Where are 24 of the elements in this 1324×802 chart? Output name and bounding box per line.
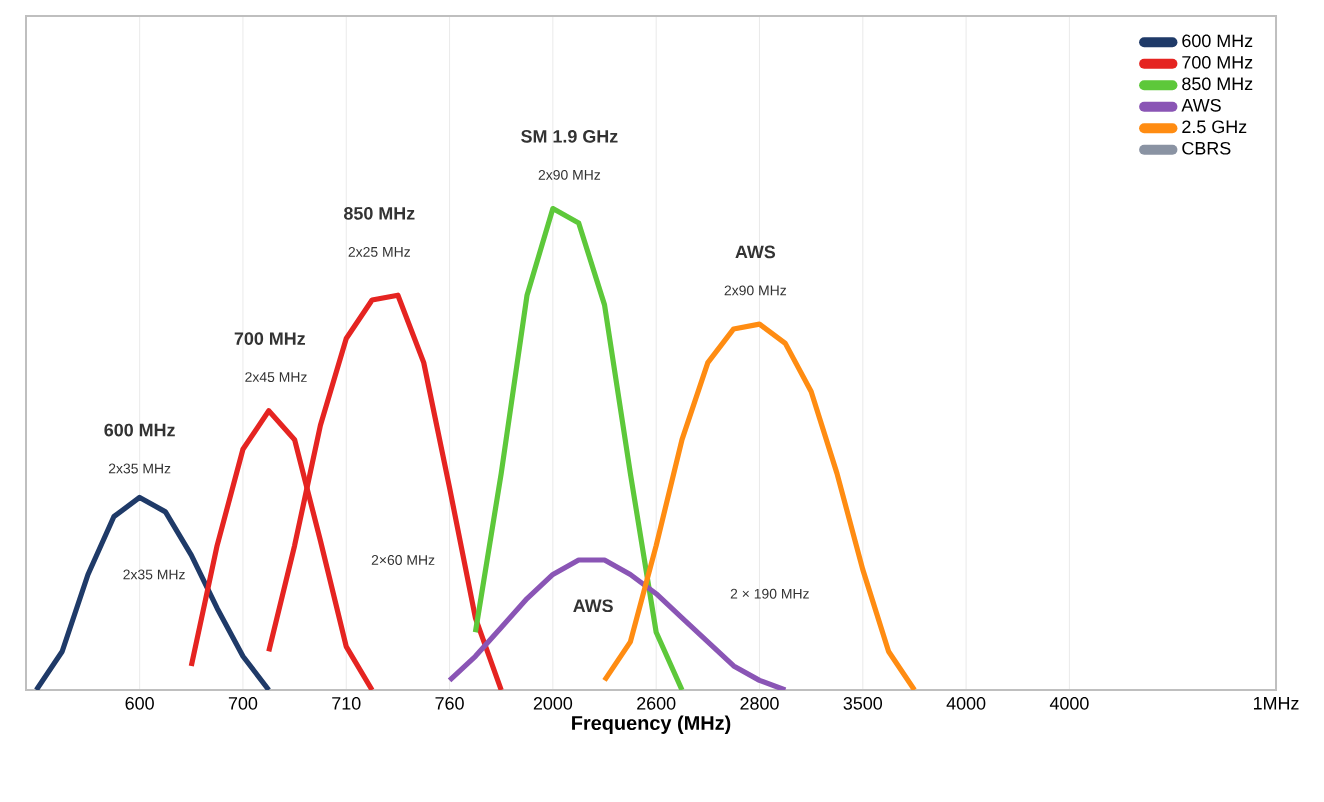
x-tick-label: 3500 [843, 697, 883, 710]
annotation: AWS [735, 245, 776, 259]
legend-label: CBRS [1182, 141, 1231, 155]
x-tick-label: 1MHz [1253, 697, 1299, 710]
x-tick-label: 4000 [1049, 697, 1089, 710]
legend-label: 700 MHz [1182, 55, 1253, 69]
x-tick-label: 2000 [533, 697, 573, 710]
x-tick-label: 4000 [946, 697, 986, 710]
x-tick-label: 700 [228, 697, 258, 710]
annotation: 600 MHz [104, 423, 175, 437]
x-tick-label: 760 [435, 697, 464, 710]
x-tick-label: 710 [332, 697, 361, 710]
x-axis-title: Frequency (MHz) [572, 715, 731, 734]
annotation: AWS [573, 599, 613, 613]
legend-label: AWS [1181, 98, 1221, 112]
x-tick-label: 600 [125, 697, 154, 710]
annotation: 700 MHz [234, 332, 306, 345]
text: SM 1.9 GHz [521, 129, 618, 143]
legend-label: 2.5 GHz [1182, 120, 1247, 134]
annotation: 850 MHz [344, 207, 415, 220]
x-tick-label: 2800 [740, 697, 779, 710]
legend-label: 850 MHz [1182, 77, 1253, 91]
x-tick-label: 2600 [637, 697, 676, 710]
legend-label: 600 MHz [1182, 34, 1253, 48]
